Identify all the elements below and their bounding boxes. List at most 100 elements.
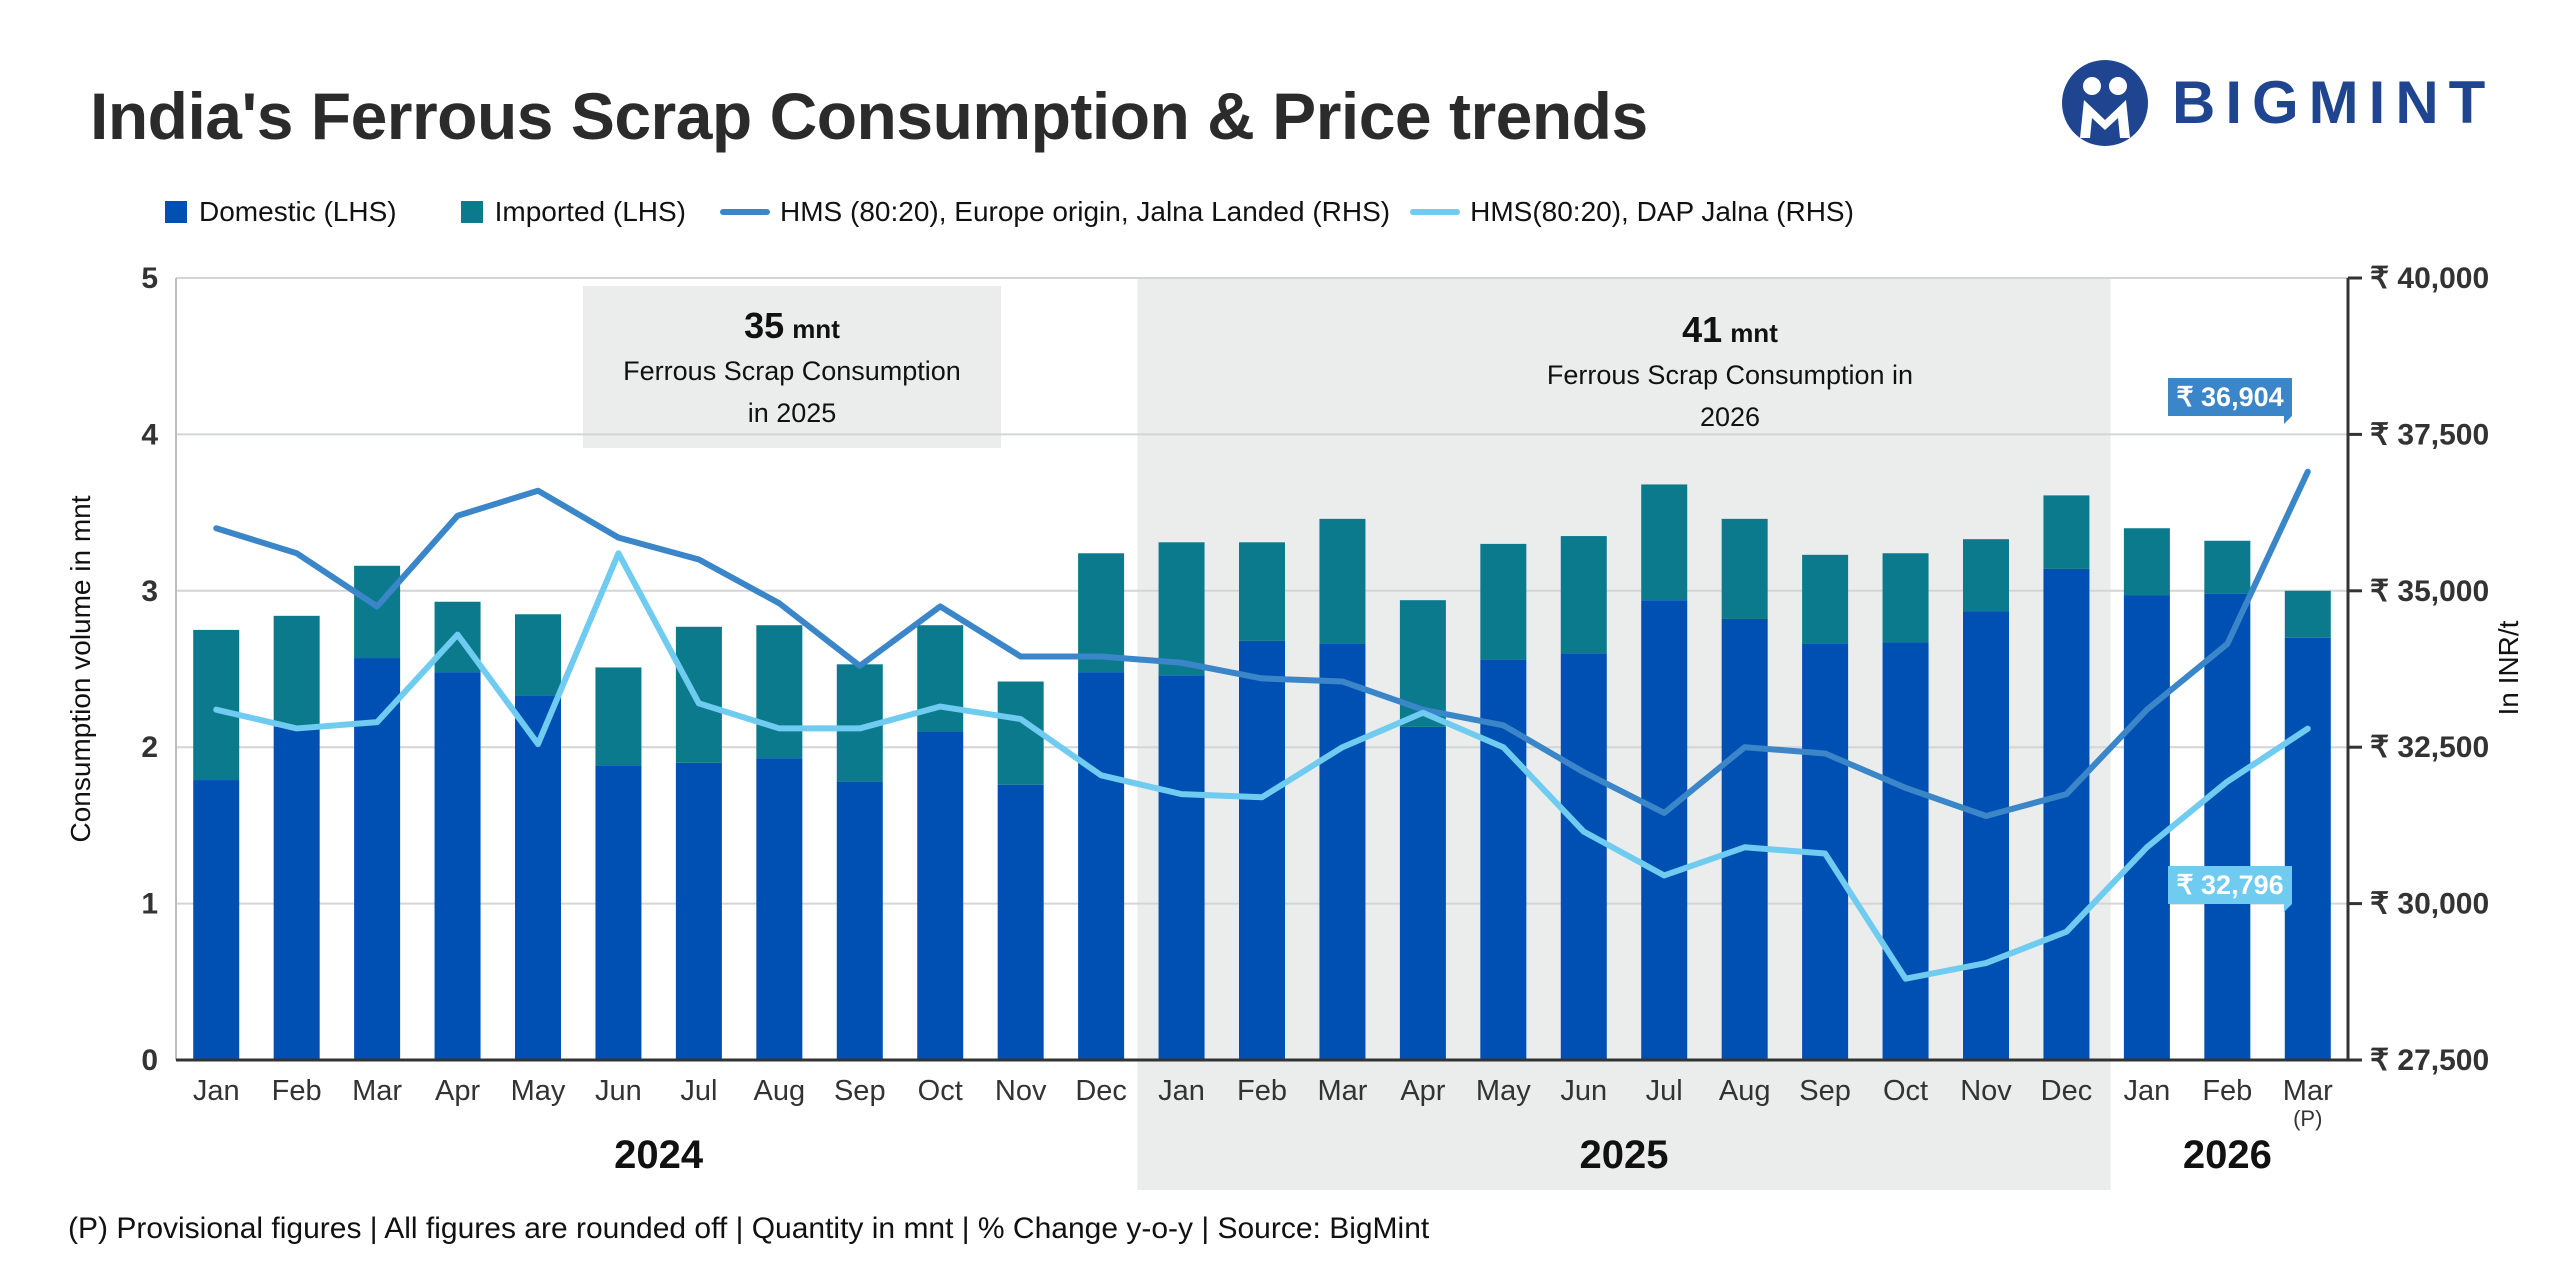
y2-tick-label: ₹ 27,500 bbox=[2370, 1044, 2489, 1077]
x-tick-label: Aug bbox=[754, 1075, 806, 1107]
bar-imported bbox=[756, 625, 803, 759]
annotation-line2: 2026 bbox=[1700, 402, 1760, 432]
callout-box bbox=[2168, 866, 2292, 912]
annotation-line1: Ferrous Scrap Consumption in bbox=[1547, 360, 1913, 390]
annotation-box bbox=[583, 286, 1001, 448]
bar-imported bbox=[193, 629, 240, 781]
page-title: India's Ferrous Scrap Consumption & Pric… bbox=[90, 79, 1648, 153]
y-tick-label: 2 bbox=[141, 731, 158, 764]
annotation-number: 35 bbox=[744, 305, 784, 346]
x-tick-label: May bbox=[511, 1075, 566, 1107]
annotation-value: 41 mnt bbox=[1682, 309, 1778, 350]
bar-imported bbox=[1721, 518, 1768, 619]
bar-domestic bbox=[595, 765, 642, 1060]
bar-imported bbox=[515, 614, 561, 696]
bar-imported bbox=[917, 625, 964, 732]
x-tick-label: Jun bbox=[1560, 1075, 1607, 1107]
bar-imported bbox=[1802, 554, 1849, 644]
x-tick-label: Oct bbox=[1883, 1075, 1928, 1107]
bar-domestic bbox=[515, 695, 561, 1060]
x-tick-label: Feb bbox=[2202, 1075, 2252, 1107]
legend-swatch bbox=[165, 201, 187, 223]
y2-tick-label: ₹ 32,500 bbox=[2370, 731, 2489, 764]
bar-domestic bbox=[1399, 726, 1446, 1060]
bar-domestic bbox=[2043, 568, 2090, 1060]
bar-domestic bbox=[434, 672, 481, 1060]
year-label: 2024 bbox=[614, 1133, 704, 1177]
bar-imported bbox=[595, 667, 642, 766]
y2-tick-label: ₹ 35,000 bbox=[2370, 575, 2489, 608]
bar-domestic bbox=[2123, 595, 2170, 1060]
brand-logo: BIGMINT bbox=[2062, 56, 2502, 156]
bar-domestic bbox=[756, 758, 803, 1060]
y2-tick-label: ₹ 37,500 bbox=[2370, 418, 2489, 451]
bar-domestic bbox=[273, 726, 320, 1060]
x-tick-label: Mar bbox=[2283, 1075, 2333, 1107]
y-tick-label: 0 bbox=[141, 1044, 158, 1077]
bar-imported bbox=[1158, 542, 1205, 676]
bar-imported bbox=[1480, 543, 1527, 660]
x-tick-label: Mar bbox=[352, 1075, 402, 1107]
y-tick-label: 3 bbox=[141, 575, 158, 608]
x-tick-label: Apr bbox=[435, 1075, 480, 1107]
y-tick-label: 5 bbox=[141, 262, 158, 295]
x-tick-label: Nov bbox=[995, 1075, 1047, 1107]
bar-domestic bbox=[2204, 593, 2251, 1060]
bar-imported bbox=[1963, 539, 2009, 612]
bar-domestic bbox=[1641, 600, 1688, 1060]
y2-tick-label: ₹ 40,000 bbox=[2370, 262, 2489, 295]
callout-box bbox=[2168, 378, 2292, 424]
logo-wordmark: BIGMINT bbox=[2172, 69, 2496, 136]
bar-imported bbox=[1560, 536, 1607, 654]
bar-domestic bbox=[917, 731, 964, 1060]
bar-imported bbox=[1641, 484, 1688, 601]
chart-legend: Domestic (LHS) Imported (LHS) HMS (80:20… bbox=[165, 196, 1888, 228]
bar-imported bbox=[1239, 542, 1285, 641]
bar-imported bbox=[2204, 540, 2251, 594]
bar-imported bbox=[2123, 528, 2170, 596]
legend-swatch bbox=[720, 209, 770, 215]
legend-item-hms-dap: HMS(80:20), DAP Jalna (RHS) bbox=[1410, 196, 1854, 228]
y-tick-label: 4 bbox=[141, 418, 158, 451]
legend-label: Domestic (LHS) bbox=[199, 196, 397, 227]
x-tick-label: Aug bbox=[1719, 1075, 1771, 1107]
x-tick-label: Oct bbox=[918, 1075, 963, 1107]
bar-domestic bbox=[1963, 611, 2009, 1060]
annotation-value: 35 mnt bbox=[744, 305, 840, 346]
x-tick-label: Jan bbox=[1158, 1075, 1205, 1107]
legend-label: HMS(80:20), DAP Jalna (RHS) bbox=[1470, 196, 1854, 227]
x-tick-label: Feb bbox=[1237, 1075, 1287, 1107]
y2-axis-title: In INR/t bbox=[2493, 620, 2524, 715]
x-tick-label: Jul bbox=[680, 1075, 717, 1107]
x-tick-label: Jan bbox=[2124, 1075, 2171, 1107]
bar-domestic bbox=[1239, 640, 1285, 1060]
bar-domestic bbox=[1158, 675, 1205, 1060]
x-tick-label: Jul bbox=[1646, 1075, 1683, 1107]
x-tick-label: Nov bbox=[1960, 1075, 2012, 1107]
annotation-box bbox=[1518, 290, 1942, 440]
callout-label: ₹ 36,904 bbox=[2176, 382, 2283, 412]
legend-item-hms-europe: HMS (80:20), Europe origin, Jalna Landed… bbox=[720, 196, 1390, 228]
bar-imported bbox=[675, 626, 722, 763]
provisional-marker: (P) bbox=[2293, 1106, 2322, 1131]
bar-domestic bbox=[1560, 653, 1607, 1060]
year-label: 2025 bbox=[1580, 1133, 1669, 1177]
x-tick-label: Apr bbox=[1400, 1075, 1445, 1107]
bar-imported bbox=[273, 615, 320, 727]
x-tick-label: Jun bbox=[595, 1075, 642, 1107]
annotation-unit: mnt bbox=[792, 314, 840, 344]
footer-note: (P) Provisional figures | All figures ar… bbox=[68, 1212, 1430, 1245]
x-tick-label: Feb bbox=[272, 1075, 322, 1107]
annotation-line2: in 2025 bbox=[748, 398, 837, 428]
legend-swatch bbox=[1410, 209, 1461, 215]
x-tick-label: Sep bbox=[1799, 1075, 1851, 1107]
legend-label: Imported (LHS) bbox=[494, 196, 686, 227]
bar-imported bbox=[2043, 495, 2090, 569]
legend-item-imported: Imported (LHS) bbox=[460, 196, 686, 228]
annotation-number: 41 bbox=[1682, 309, 1722, 350]
bar-imported bbox=[1319, 518, 1366, 644]
bar-domestic bbox=[836, 781, 883, 1060]
bar-domestic bbox=[1882, 642, 1929, 1060]
legend-swatch bbox=[460, 201, 483, 223]
